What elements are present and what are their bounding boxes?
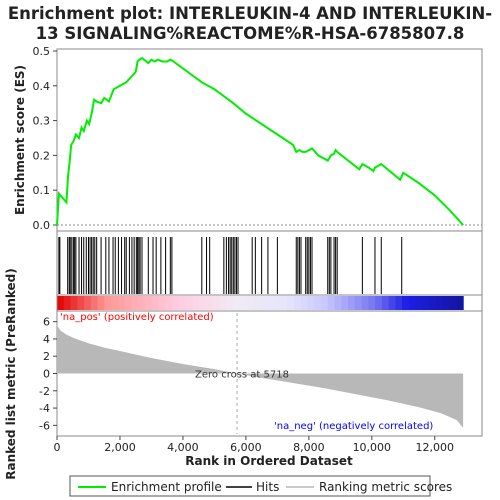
rank-color-segment (429, 296, 436, 310)
rank-color-segment (294, 296, 301, 310)
rank-color-segment (355, 296, 362, 310)
chart-title-line1: Enrichment plot: INTERLEUKIN-4 AND INTER… (8, 4, 492, 23)
rank-color-segment (71, 296, 78, 310)
rank-color-segment (199, 296, 206, 310)
rank-color-segment (159, 296, 166, 310)
rank-color-segment (192, 296, 199, 310)
es-y-tick-label: 0.0 (33, 219, 51, 232)
rank-x-tick-label: 8,000 (293, 441, 325, 454)
rank-color-segment (57, 296, 64, 310)
rank-color-segment (84, 296, 91, 310)
rank-color-segment (145, 296, 152, 310)
rank-color-segment (152, 296, 159, 310)
es-panel-frame (57, 49, 482, 231)
rank-x-tick-label: 10,000 (353, 441, 392, 454)
rank-color-segment (328, 296, 335, 310)
rank-color-segment (321, 296, 328, 310)
rank-color-segment (280, 296, 287, 310)
metric-y-tick-label: 0 (43, 368, 50, 381)
hits-panel-frame (57, 231, 482, 295)
rank-color-segment (260, 296, 267, 310)
rank-color-segment (456, 296, 463, 310)
es-axis-title: Enrichment score (ES) (13, 65, 27, 215)
metric-axis-title: Ranked list metric (PreRanked) (4, 268, 18, 480)
rank-color-segment (307, 296, 314, 310)
rank-color-segment (450, 296, 457, 310)
rank-color-segment (409, 296, 416, 310)
rank-color-segment (138, 296, 145, 310)
rank-color-segment (226, 296, 233, 310)
rank-color-segment (179, 296, 186, 310)
rank-color-segment (375, 296, 382, 310)
rank-color-segment (443, 296, 450, 310)
es-y-tick-label: 0.3 (33, 115, 51, 128)
es-y-tick-label: 0.4 (33, 80, 51, 93)
rank-color-segment (118, 296, 125, 310)
rank-color-segment (111, 296, 118, 310)
rank-color-segment (172, 296, 179, 310)
rank-color-segment (436, 296, 443, 310)
rank-x-tick-label: 12,000 (416, 441, 455, 454)
es-y-axis: 0.0 0.1 0.2 0.3 0.4 0.5 (33, 45, 58, 232)
rank-color-segment (267, 296, 274, 310)
rank-axis-title: Rank in Ordered Dataset (185, 454, 353, 468)
rank-color-segment (131, 296, 138, 310)
rank-color-segment (186, 296, 193, 310)
rank-color-segment (287, 296, 294, 310)
es-y-tick-label: 0.5 (33, 45, 51, 58)
legend-enrichment-label: Enrichment profile (111, 480, 222, 494)
rank-color-segment (104, 296, 111, 310)
rank-color-segment (368, 296, 375, 310)
rank-x-tick-label: 2,000 (104, 441, 136, 454)
rank-color-bar (57, 296, 464, 310)
rank-color-segment (341, 296, 348, 310)
rank-color-segment (77, 296, 84, 310)
metric-y-tick-label: 2 (43, 350, 50, 363)
es-y-tick-label: 0.2 (33, 149, 51, 162)
rank-color-segment (240, 296, 247, 310)
rank-color-segment (247, 296, 254, 310)
rank-color-segment (165, 296, 172, 310)
rank-x-tick-label: 4,000 (167, 441, 199, 454)
rank-color-segment (362, 296, 369, 310)
metric-y-axis: 6 4 2 0 -2 -4 -6 (39, 316, 57, 433)
rank-color-segment (125, 296, 132, 310)
rank-color-segment (395, 296, 402, 310)
legend-metric-label: Ranking metric scores (319, 480, 452, 494)
rank-color-segment (219, 296, 226, 310)
zero-cross-label: Zero cross at 5718 (195, 370, 289, 381)
metric-y-tick-label: 6 (43, 316, 50, 329)
es-y-tick-label: 0.1 (33, 184, 51, 197)
rank-color-segment (402, 296, 409, 310)
metric-x-axis: 0 2,000 4,000 6,000 8,000 10,000 12,000 (54, 436, 455, 454)
chart-title-line2: 13 SIGNALING%REACTOME%R-HSA-6785807.8 (36, 24, 465, 43)
rank-color-segment (206, 296, 213, 310)
rank-color-segment (314, 296, 321, 310)
metric-y-tick-label: 4 (43, 333, 50, 346)
metric-y-tick-label: -4 (39, 402, 50, 415)
rank-x-tick-label: 6,000 (230, 441, 262, 454)
rank-color-segment (423, 296, 430, 310)
pos-correlated-label: 'na_pos' (positively correlated) (60, 312, 214, 323)
rank-x-tick-label: 0 (54, 441, 61, 454)
neg-correlated-label: 'na_neg' (negatively correlated) (274, 421, 433, 432)
rank-color-segment (213, 296, 220, 310)
rank-color-segment (274, 296, 281, 310)
metric-y-tick-label: -6 (39, 419, 50, 432)
rank-color-segment (301, 296, 308, 310)
rank-color-segment (98, 296, 105, 310)
rank-color-segment (253, 296, 260, 310)
rank-color-segment (416, 296, 423, 310)
rank-color-segment (382, 296, 389, 310)
legend-hits-label: Hits (256, 480, 279, 494)
rank-color-segment (64, 296, 71, 310)
rank-color-segment (233, 296, 240, 310)
rank-color-segment (348, 296, 355, 310)
rank-color-segment (335, 296, 342, 310)
metric-y-tick-label: -2 (39, 385, 50, 398)
rank-color-segment (91, 296, 98, 310)
rank-color-segment (389, 296, 396, 310)
